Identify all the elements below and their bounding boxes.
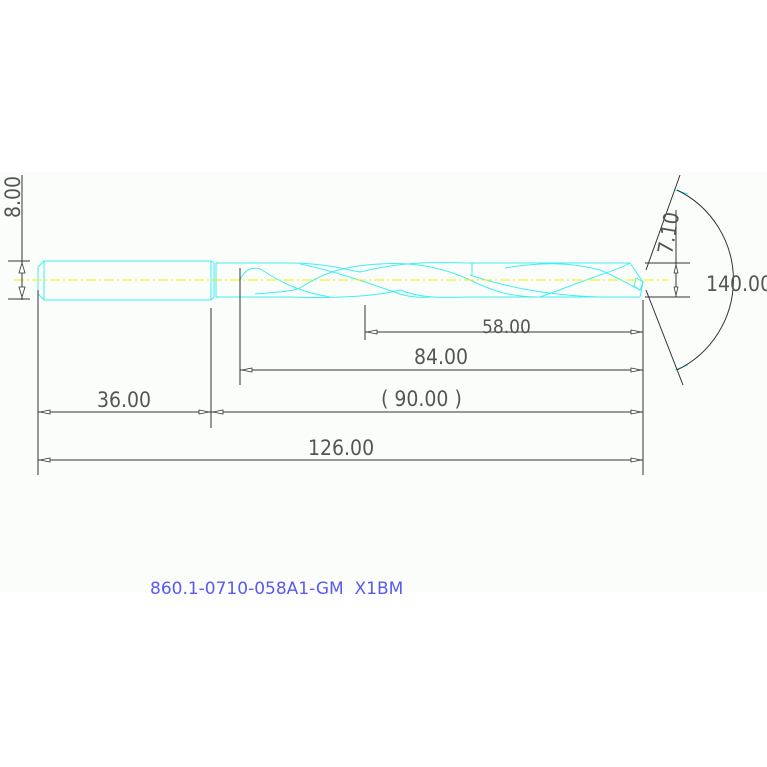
dim-flute-length: 58.00	[482, 316, 531, 338]
part-number-label: 860.1-0710-058A1-GM X1BM	[150, 579, 403, 599]
dim-overall-length: 126.00	[308, 436, 374, 460]
sheet-background	[0, 172, 767, 592]
dim-shank-diameter: 8.00	[1, 176, 25, 218]
dim-reference-length: ( 90.00 )	[381, 387, 462, 411]
dim-point-angle: 140.00	[706, 272, 767, 296]
dimension-lines	[8, 174, 734, 475]
dim-body-length: 84.00	[414, 345, 468, 369]
arrowheads	[18, 261, 679, 463]
drill-outline	[37, 189, 689, 371]
dim-shank-length: 36.00	[97, 388, 151, 412]
